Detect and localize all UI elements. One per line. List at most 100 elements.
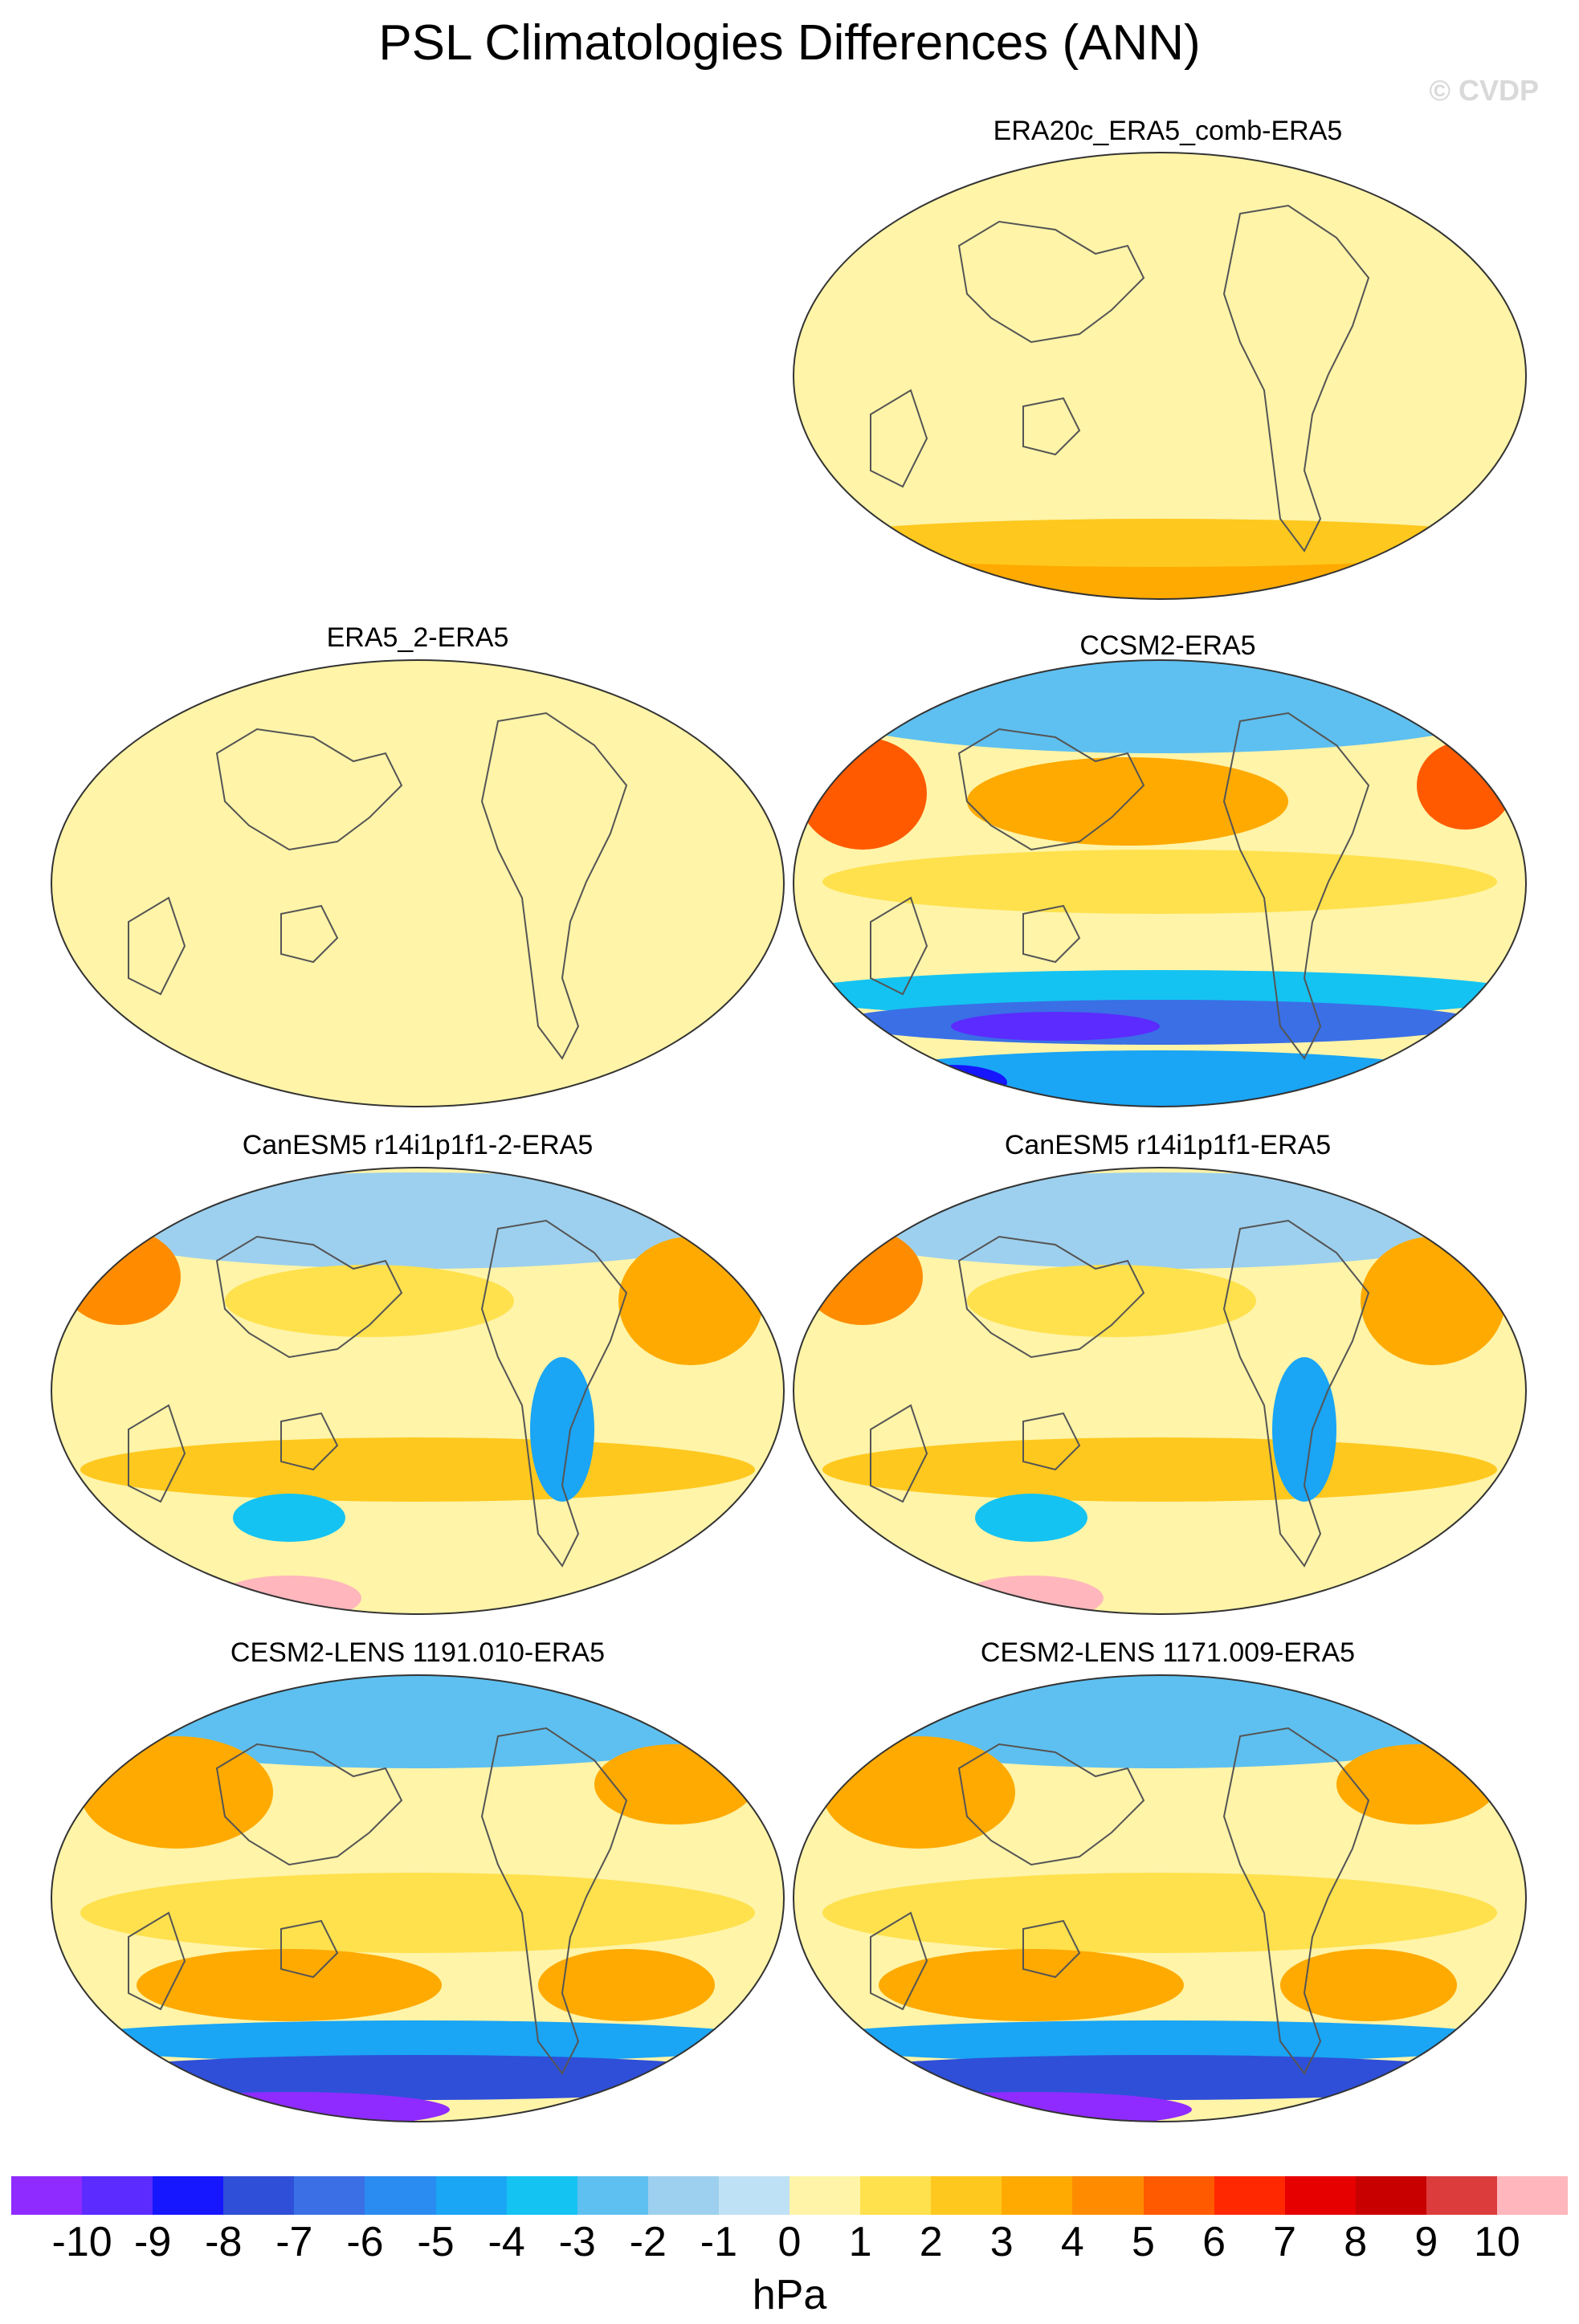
coastline xyxy=(870,1727,1370,2075)
contour-region xyxy=(51,2020,784,2062)
colorbar-tick-label: 1 xyxy=(848,2219,872,2265)
map-panel-3 xyxy=(793,659,1527,1107)
coastline xyxy=(870,1219,1370,1568)
panel-title-2: ERA5_2-ERA5 xyxy=(326,622,509,653)
map-panel-2 xyxy=(51,659,785,1107)
coastline xyxy=(128,1727,628,2075)
panel-title-1: ERA20c_ERA5_comb-ERA5 xyxy=(993,116,1343,146)
map-border xyxy=(51,1674,785,2122)
contour-region xyxy=(798,737,927,850)
map-border xyxy=(51,1167,785,1615)
contour-region xyxy=(967,1265,1256,1337)
contour-region xyxy=(822,1873,1497,1953)
colorbar-tick-label: -1 xyxy=(700,2219,738,2265)
contour-region xyxy=(1417,741,1513,830)
colorbar-tick-label: 4 xyxy=(1060,2219,1084,2265)
contour-region xyxy=(951,1012,1160,1041)
contour-region xyxy=(64,1018,784,1099)
contour-region xyxy=(1272,1357,1336,1502)
colorbar-tick-label: 0 xyxy=(777,2219,802,2265)
colorbar-swatch xyxy=(718,2176,790,2215)
contour-region xyxy=(1312,1584,1489,1614)
contour-region xyxy=(879,1949,1184,2021)
contour-region xyxy=(806,660,1513,753)
colorbar-swatch xyxy=(577,2176,648,2215)
coastline xyxy=(870,204,1370,552)
contour-region xyxy=(806,1172,1513,1269)
colorbar-tick-label: -5 xyxy=(417,2219,455,2265)
contour-region xyxy=(794,2020,1526,2062)
colorbar-tick-label: 3 xyxy=(989,2219,1014,2265)
colorbar-swatch xyxy=(1284,2176,1356,2215)
contour-region xyxy=(1264,230,1441,294)
figure-title: PSL Climatologies Differences (ANN) xyxy=(378,15,1201,71)
map-panel-5 xyxy=(793,1167,1527,1615)
colorbar-tick-label: -10 xyxy=(51,2219,112,2265)
coastline xyxy=(870,711,1370,1060)
map-panel-6 xyxy=(51,1674,785,2122)
contour-region xyxy=(64,1172,771,1269)
contour-region xyxy=(225,1265,514,1337)
colorbar-swatch xyxy=(1496,2176,1569,2215)
contour-region xyxy=(895,1065,1007,1100)
contour-region xyxy=(838,1000,1481,1045)
colorbar-tick-label: 7 xyxy=(1273,2219,1297,2265)
contour-region xyxy=(814,418,1505,491)
colorbar-tick-label: 6 xyxy=(1202,2219,1226,2265)
panel-title-6: CESM2-LENS 1191.010-ERA5 xyxy=(230,1637,606,1668)
colorbar-swatch xyxy=(223,2176,295,2215)
colorbar-swatch xyxy=(82,2176,153,2215)
colorbar-tick-label: -9 xyxy=(134,2219,172,2265)
contour-region xyxy=(618,1237,763,1365)
colorbar-tick-label: 5 xyxy=(1131,2219,1155,2265)
contour-region xyxy=(802,1229,923,1325)
colorbar-swatch xyxy=(860,2176,932,2215)
colorbar-swatch xyxy=(1143,2176,1214,2215)
colorbar-swatch xyxy=(365,2176,436,2215)
contour-region xyxy=(855,1050,1465,1107)
contour-region xyxy=(418,713,514,745)
colorbar-tick-label: -7 xyxy=(275,2219,313,2265)
colorbar-tick-label: -6 xyxy=(346,2219,384,2265)
colorbar-units: hPa xyxy=(752,2272,827,2318)
coastline xyxy=(128,1219,628,1568)
colorbar-swatch xyxy=(1002,2176,1073,2215)
map-panel-1 xyxy=(793,152,1527,600)
colorbar-tick-label: 9 xyxy=(1414,2219,1438,2265)
map-border xyxy=(793,1167,1527,1615)
colorbar-tick-label: 10 xyxy=(1473,2219,1520,2265)
colorbar-tick-label: 2 xyxy=(919,2219,943,2265)
colorbar-swatch xyxy=(647,2176,719,2215)
contour-region xyxy=(594,1744,755,1825)
contour-region xyxy=(137,1949,442,2021)
colorbar-tick-label: 8 xyxy=(1344,2219,1368,2265)
colorbar-swatch xyxy=(294,2176,365,2215)
panel-title-3: CCSM2-ERA5 xyxy=(1079,630,1256,661)
colorbar-swatch xyxy=(506,2176,577,2215)
contour-region xyxy=(975,1494,1087,1542)
colorbar-swatch xyxy=(11,2176,83,2215)
cvdp-watermark: © CVDP xyxy=(1429,74,1539,107)
contour-region xyxy=(530,1357,594,1502)
map-panel-4 xyxy=(51,1167,785,1615)
contour-region xyxy=(1280,1949,1457,2021)
contour-region xyxy=(794,519,1526,567)
contour-region xyxy=(871,242,1353,394)
colorbar-swatch xyxy=(1072,2176,1144,2215)
colorbar-swatch xyxy=(1355,2176,1426,2215)
contour-region xyxy=(1361,1237,1505,1365)
colorbar xyxy=(11,2176,1569,2215)
colorbar-swatch xyxy=(790,2176,861,2215)
colorbar-swatch xyxy=(1214,2176,1285,2215)
contour-region xyxy=(822,1437,1497,1502)
colorbar-tick-label: -3 xyxy=(558,2219,596,2265)
map-border xyxy=(793,1674,1527,2122)
contour-region xyxy=(570,1584,747,1614)
contour-region xyxy=(60,1229,181,1325)
colorbar-tick-label: -4 xyxy=(488,2219,525,2265)
colorbar-swatch xyxy=(931,2176,1002,2215)
colorbar-swatch xyxy=(153,2176,224,2215)
map-border xyxy=(793,659,1527,1107)
panel-title-5: CanESM5 r14i1p1f1-ERA5 xyxy=(1004,1130,1332,1160)
contour-region xyxy=(1336,1744,1497,1825)
